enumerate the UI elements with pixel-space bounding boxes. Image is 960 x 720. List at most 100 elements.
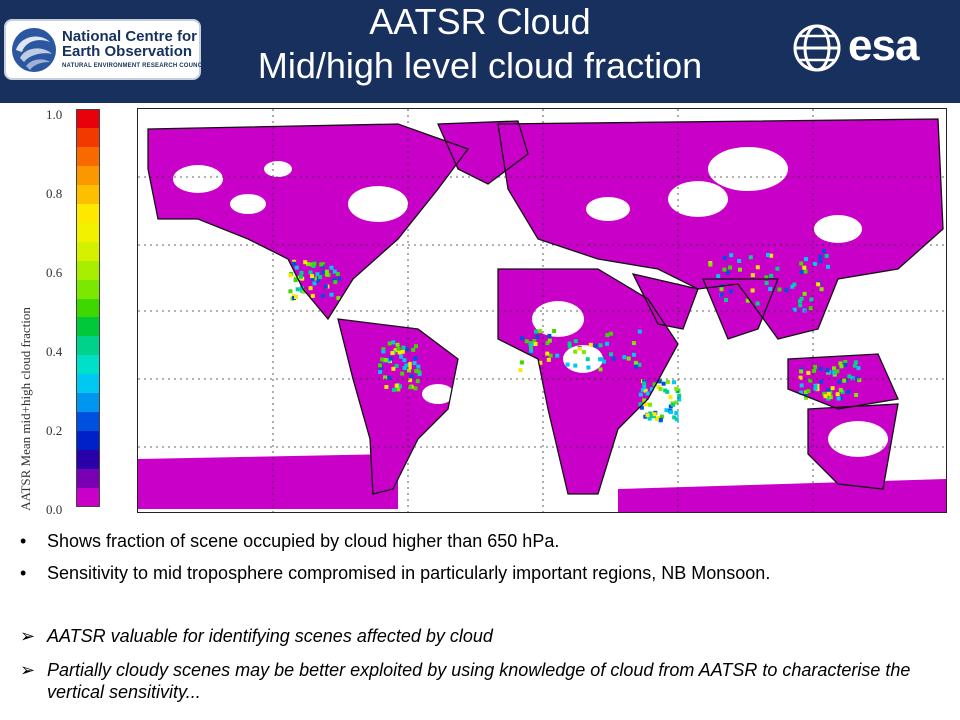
- high-fraction-pixel: [649, 387, 654, 392]
- high-fraction-pixel: [802, 265, 807, 270]
- europe-asia-region: [498, 119, 943, 339]
- clear-sky-patch: [532, 301, 584, 337]
- high-fraction-pixel: [674, 400, 679, 405]
- high-fraction-pixel: [769, 253, 774, 258]
- high-fraction-pixel: [825, 368, 830, 373]
- nceo-logo: National Centre for Earth Observation NA…: [4, 19, 208, 80]
- clear-sky-patch: [230, 194, 266, 214]
- colorbar-swatch: [76, 298, 100, 318]
- high-fraction-pixel: [802, 308, 807, 313]
- colorbar-swatch: [76, 279, 100, 299]
- high-fraction-pixel: [298, 274, 303, 279]
- high-fraction-pixel: [830, 386, 835, 391]
- high-fraction-pixel: [384, 385, 389, 389]
- high-fraction-pixel: [638, 402, 643, 407]
- high-fraction-pixel: [573, 363, 578, 368]
- high-fraction-pixel: [847, 374, 852, 379]
- colorbar-tick-label: 0.6: [46, 265, 63, 280]
- clear-sky-patch: [422, 384, 454, 404]
- high-fraction-pixel: [405, 347, 410, 352]
- high-fraction-pixel: [531, 342, 536, 347]
- high-fraction-pixel: [826, 396, 831, 401]
- high-fraction-pixel: [288, 289, 293, 294]
- high-fraction-pixel: [518, 368, 523, 373]
- high-fraction-pixel: [389, 356, 393, 361]
- high-fraction-pixel: [312, 261, 317, 266]
- coastline-europe-asia-region: [497, 118, 944, 340]
- high-fraction-pixel: [413, 386, 418, 391]
- high-fraction-pixel: [335, 272, 340, 276]
- high-fraction-pixel: [648, 402, 653, 407]
- high-fraction-pixel: [413, 356, 418, 361]
- colorbar-swatch: [76, 109, 100, 129]
- high-fraction-pixel: [407, 361, 412, 366]
- high-fraction-pixel: [391, 366, 396, 371]
- high-fraction-pixel: [672, 415, 677, 420]
- high-fraction-pixel: [534, 329, 538, 334]
- high-fraction-pixel: [622, 355, 627, 360]
- title-line-2: Mid/high level cloud fraction: [257, 45, 703, 86]
- high-fraction-pixel: [395, 342, 400, 347]
- high-fraction-pixel: [775, 266, 780, 271]
- high-fraction-pixel: [652, 412, 657, 417]
- colorbar-swatch: [76, 431, 100, 451]
- high-fraction-pixel: [293, 278, 298, 283]
- high-fraction-pixel: [643, 388, 648, 393]
- high-fraction-pixel: [818, 259, 823, 264]
- high-fraction-pixel: [822, 391, 827, 396]
- high-fraction-pixel: [836, 396, 841, 401]
- high-fraction-pixel: [393, 348, 398, 353]
- high-fraction-pixel: [324, 269, 329, 274]
- high-fraction-pixel: [329, 292, 334, 297]
- high-fraction-pixel: [332, 277, 337, 282]
- bullet-item-3: ➢ AATSR valuable for identifying scenes …: [20, 625, 920, 647]
- high-fraction-pixel: [819, 366, 823, 371]
- high-fraction-pixel: [755, 265, 760, 270]
- southern-ocean-band: [138, 454, 398, 509]
- high-fraction-pixel: [414, 369, 419, 373]
- high-fraction-pixel: [609, 352, 613, 357]
- page-title: AATSR Cloud Mid/high level cloud fractio…: [205, 0, 755, 88]
- high-fraction-pixel: [397, 350, 402, 355]
- high-fraction-pixel: [750, 288, 755, 293]
- high-fraction-pixel: [308, 270, 313, 275]
- high-fraction-pixel: [668, 410, 673, 415]
- high-fraction-pixel: [318, 275, 323, 280]
- high-fraction-pixel: [737, 259, 742, 263]
- high-fraction-pixel: [379, 365, 384, 370]
- high-fraction-pixel: [532, 339, 537, 344]
- high-fraction-pixel: [573, 339, 578, 344]
- colorbar-swatch: [76, 165, 100, 186]
- high-fraction-pixel: [398, 384, 402, 389]
- high-fraction-pixel: [323, 284, 328, 289]
- high-fraction-pixel: [312, 281, 317, 286]
- high-fraction-pixel: [638, 392, 643, 397]
- high-fraction-pixel: [598, 367, 603, 372]
- high-fraction-pixel: [416, 364, 421, 369]
- high-fraction-pixel: [301, 289, 306, 294]
- high-fraction-pixel: [824, 254, 829, 258]
- high-fraction-pixel: [668, 395, 673, 400]
- esa-globe-icon: [793, 24, 841, 72]
- high-fraction-pixel: [294, 295, 298, 299]
- high-fraction-pixel: [826, 264, 830, 269]
- bullet-text: AATSR valuable for identifying scenes af…: [47, 626, 493, 646]
- high-fraction-pixel: [716, 274, 721, 279]
- high-fraction-pixel: [299, 270, 304, 275]
- high-fraction-pixel: [729, 289, 733, 294]
- high-fraction-pixel: [648, 411, 653, 416]
- high-fraction-pixel: [799, 296, 804, 301]
- high-fraction-pixel: [803, 269, 808, 274]
- high-fraction-pixel: [792, 282, 797, 287]
- high-fraction-pixel: [605, 333, 610, 338]
- high-fraction-pixel: [658, 417, 663, 422]
- bullet-text: Shows fraction of scene occupied by clou…: [47, 531, 560, 551]
- high-fraction-pixel: [394, 363, 399, 368]
- high-fraction-pixel: [722, 267, 727, 272]
- high-fraction-pixel: [799, 369, 804, 374]
- logo-text-line2: Earth Observation: [62, 43, 193, 60]
- high-fraction-pixel: [798, 375, 803, 380]
- high-fraction-pixel: [661, 381, 666, 386]
- esa-logo: esa: [792, 20, 932, 76]
- world-map-graphic: [138, 109, 946, 512]
